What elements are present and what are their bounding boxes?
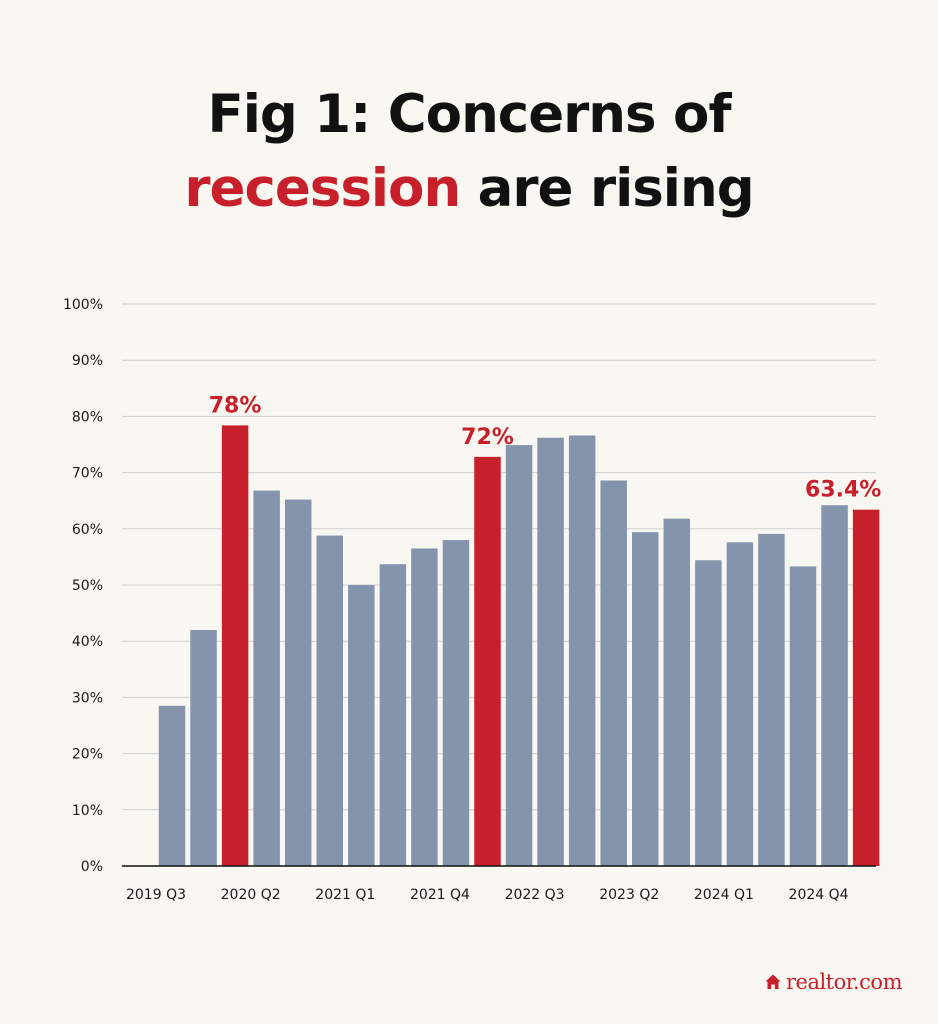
bar-2022-q1 <box>474 456 501 866</box>
y-tick-label-100: 100% <box>63 297 103 313</box>
x-tick-label-2019-q3: 2019 Q3 <box>126 887 186 903</box>
x-tick-label-2021-q4: 2021 Q4 <box>410 887 470 903</box>
bar-2021-q4 <box>442 540 470 866</box>
y-tick-label-30: 30% <box>72 690 103 706</box>
y-tick-label-0: 0% <box>81 859 103 875</box>
data-label-2025-q1: 63.4% <box>805 478 881 503</box>
bar-2022-q2 <box>505 445 533 866</box>
title-accent-word: recession <box>184 158 461 219</box>
y-tick-label-10: 10% <box>72 803 103 819</box>
bar-2019-q3 <box>158 705 186 866</box>
bar-2020-q3 <box>284 499 312 866</box>
y-tick-label-50: 50% <box>72 578 103 594</box>
bar-2023-q3 <box>663 518 691 866</box>
bar-2023-q1 <box>600 480 627 866</box>
y-axis-tick-labels: 0% 10% 20% 30% 40% 50% 60% 70% 80% 90% 100% <box>63 297 103 875</box>
bar-2022-q4 <box>568 435 596 866</box>
bar-2024-q4 <box>821 505 848 866</box>
bar-2020-q2 <box>253 490 280 866</box>
y-tick-label-40: 40% <box>72 634 103 650</box>
data-label-2020-q1: 78% <box>209 393 262 418</box>
y-tick-label-60: 60% <box>72 522 103 538</box>
y-tick-label-70: 70% <box>72 466 103 482</box>
x-tick-label-2024-q4: 2024 Q4 <box>789 887 849 903</box>
x-tick-label-2022-q3: 2022 Q3 <box>505 887 565 903</box>
x-tick-label-2023-q2: 2023 Q2 <box>599 887 659 903</box>
house-icon <box>765 974 781 989</box>
data-labels: 78% 72% 63.4% <box>209 393 882 502</box>
logo-text: realtor.com <box>785 970 903 994</box>
bar-2023-q4 <box>695 560 722 866</box>
bar-2021-q3 <box>411 548 438 866</box>
bar-2020-q1 <box>221 425 249 866</box>
bars <box>158 425 880 866</box>
x-tick-label-2020-q2: 2020 Q2 <box>221 887 281 903</box>
y-tick-label-90: 90% <box>72 353 103 369</box>
bar-2020-q4 <box>316 535 343 866</box>
bar-2019-q4 <box>190 629 217 866</box>
bar-2021-q1 <box>348 585 375 866</box>
y-tick-label-80: 80% <box>72 409 103 425</box>
bar-2021-q2 <box>379 564 407 866</box>
title-line-1: Fig 1: Concerns of <box>207 84 731 145</box>
x-axis-tick-labels: 2019 Q3 2020 Q2 2021 Q1 2021 Q4 2022 Q3 2023 … <box>126 887 849 903</box>
bar-2024-q2 <box>758 533 785 866</box>
realtor-logo: realtor.com <box>764 970 903 994</box>
x-tick-label-2024-q1: 2024 Q1 <box>694 887 754 903</box>
bar-2025-q1 <box>852 509 880 866</box>
bar-2023-q2 <box>632 532 659 866</box>
bar-2024-q1 <box>726 542 754 866</box>
y-tick-label-20: 20% <box>72 747 103 763</box>
x-tick-label-2021-q1: 2021 Q1 <box>315 887 375 903</box>
bar-2024-q3 <box>789 566 817 866</box>
chart-title: Fig 1: Concerns of recession are rising <box>0 78 938 226</box>
bar-2022-q3 <box>537 437 564 866</box>
title-line-2-rest: are rising <box>460 158 755 219</box>
data-label-2022-q1: 72% <box>461 425 514 450</box>
